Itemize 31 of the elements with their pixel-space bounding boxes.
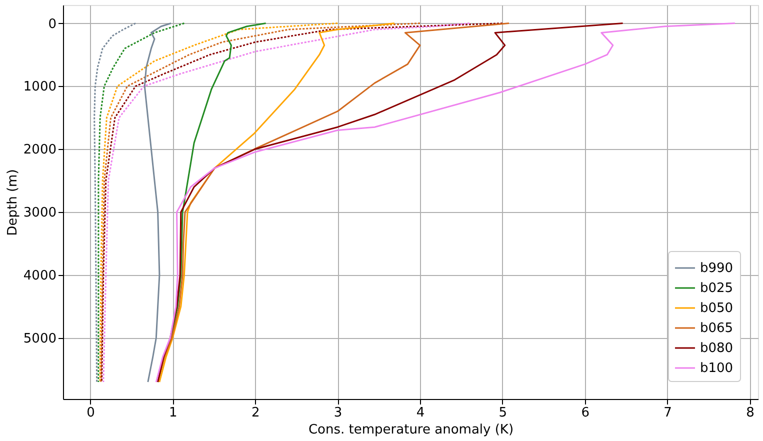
x-tick-label: 6 — [581, 406, 590, 420]
x-tick-label: 5 — [498, 406, 508, 420]
x-tick-label: 2 — [251, 406, 260, 420]
y-axis-title: Depth (m) — [5, 169, 20, 236]
line-series — [158, 22, 396, 383]
x-tick-label: 4 — [416, 406, 425, 420]
x-tick-label: 8 — [746, 406, 754, 420]
line-series — [99, 22, 338, 383]
line-series — [157, 22, 624, 383]
legend-label: b100 — [700, 361, 734, 376]
y-tick-label: 0 — [48, 16, 56, 32]
legend-label: b025 — [700, 281, 734, 296]
y-tick-label: 5000 — [23, 331, 56, 346]
y-tick-label: 3000 — [23, 206, 56, 221]
legend-label: b990 — [700, 261, 734, 276]
line-series — [155, 22, 736, 383]
y-tick-label: 2000 — [23, 142, 56, 158]
x-axis-title: Cons. temperature anomaly (K) — [308, 422, 514, 438]
legend-label: b065 — [700, 321, 734, 336]
line-series — [157, 22, 510, 383]
y-tick-label: 4000 — [23, 268, 56, 284]
y-tick-label: 1000 — [23, 80, 56, 95]
x-tick-label: 1 — [169, 406, 178, 420]
legend-label: b050 — [700, 301, 734, 316]
line-series — [144, 22, 172, 383]
line-series — [94, 22, 136, 383]
x-tick-label: 0 — [86, 406, 95, 420]
legend-label: b080 — [700, 341, 734, 356]
x-tick-label: 3 — [334, 406, 342, 420]
line-series — [98, 22, 185, 383]
x-tick-label: 7 — [664, 406, 672, 420]
